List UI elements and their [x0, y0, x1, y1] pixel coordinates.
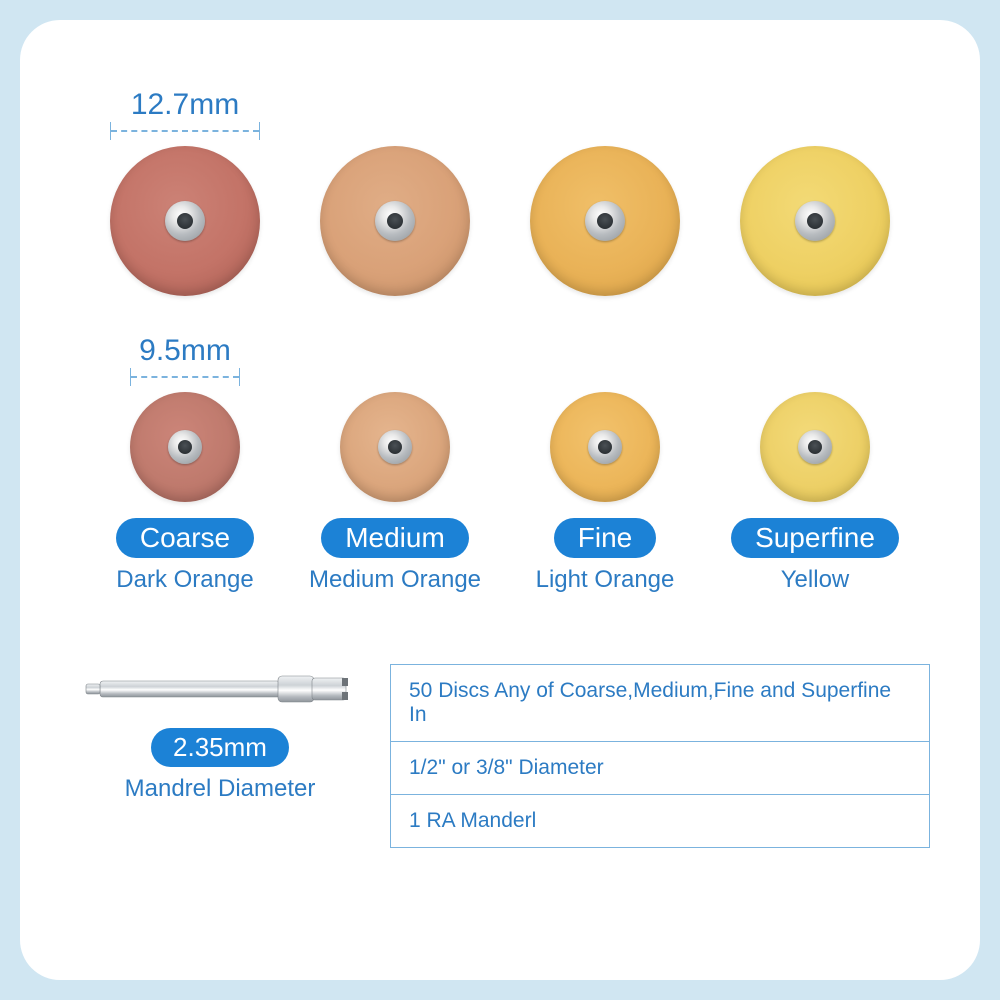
grade-pill-superfine: Superfine — [731, 518, 899, 558]
disc-col-coarse-large: 12.7mm — [80, 88, 290, 296]
disc-large-medium — [320, 146, 470, 296]
label-col-superfine: Superfine Yellow — [710, 512, 920, 594]
dimension-large: 12.7mm — [110, 88, 260, 140]
label-col-medium: Medium Medium Orange — [290, 512, 500, 594]
disc-hub — [378, 430, 412, 464]
info-row-2: 1 RA Manderl — [391, 795, 929, 847]
disc-col-fine-small — [500, 392, 710, 502]
disc-hub — [165, 201, 205, 241]
info-table: 50 Discs Any of Coarse,Medium,Fine and S… — [390, 664, 930, 848]
grade-pill-coarse: Coarse — [116, 518, 254, 558]
disc-col-superfine-large — [710, 146, 920, 296]
mandrel-caption: Mandrel Diameter — [125, 775, 316, 803]
disc-col-medium-large — [290, 146, 500, 296]
color-label-medium: Medium Orange — [309, 566, 481, 594]
disc-small-superfine — [760, 392, 870, 502]
bottom-section: 2.35mm Mandrel Diameter 50 Discs Any of … — [70, 664, 930, 848]
product-infographic-card: 12.7mm — [20, 20, 980, 980]
disc-hub — [585, 201, 625, 241]
disc-small-fine — [550, 392, 660, 502]
disc-hub — [168, 430, 202, 464]
mandrel-block: 2.35mm Mandrel Diameter — [80, 664, 360, 803]
disc-large-superfine — [740, 146, 890, 296]
disc-large-fine — [530, 146, 680, 296]
disc-col-fine-large — [500, 146, 710, 296]
disc-small-coarse — [130, 392, 240, 502]
grade-pill-medium: Medium — [321, 518, 469, 558]
disc-col-medium-small — [290, 392, 500, 502]
disc-small-medium — [340, 392, 450, 502]
info-row-0: 50 Discs Any of Coarse,Medium,Fine and S… — [391, 665, 929, 742]
disc-row-large: 12.7mm — [70, 88, 930, 296]
info-row-1: 1/2" or 3/8" Diameter — [391, 742, 929, 795]
disc-hub — [798, 430, 832, 464]
mandrel-icon — [80, 664, 360, 714]
disc-hub — [588, 430, 622, 464]
disc-hub — [795, 201, 835, 241]
grade-pill-fine: Fine — [554, 518, 656, 558]
dimension-large-label: 12.7mm — [131, 88, 239, 122]
dimension-large-line — [110, 122, 260, 140]
color-label-coarse: Dark Orange — [116, 566, 253, 594]
disc-row-small: 9.5mm — [70, 334, 930, 502]
mandrel-diameter-pill: 2.35mm — [151, 728, 289, 767]
disc-hub — [375, 201, 415, 241]
color-label-fine: Light Orange — [536, 566, 675, 594]
disc-large-coarse — [110, 146, 260, 296]
label-col-coarse: Coarse Dark Orange — [80, 512, 290, 594]
label-col-fine: Fine Light Orange — [500, 512, 710, 594]
dimension-small-label: 9.5mm — [139, 334, 231, 368]
disc-labels-row: Coarse Dark Orange Medium Medium Orange … — [70, 512, 930, 594]
disc-col-superfine-small — [710, 392, 920, 502]
dimension-small-line — [130, 368, 240, 386]
dimension-small: 9.5mm — [130, 334, 240, 386]
disc-col-coarse-small: 9.5mm — [80, 334, 290, 502]
color-label-superfine: Yellow — [781, 566, 850, 594]
